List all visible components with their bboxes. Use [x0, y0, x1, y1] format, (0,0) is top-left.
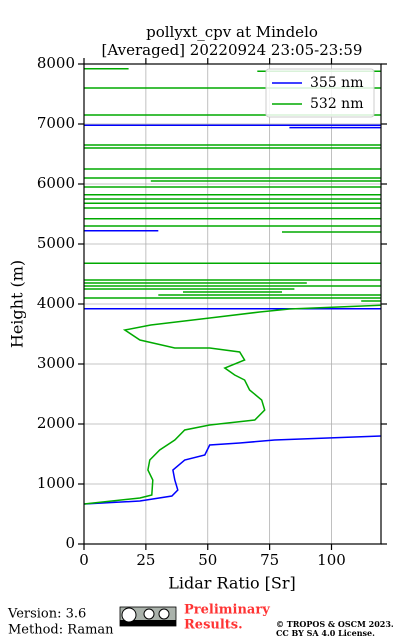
chart-subtitle: [Averaged] 20220924 23:05-23:59	[102, 41, 363, 59]
version: Version: 3.6	[7, 607, 86, 622]
y-tick-label: 2000	[37, 414, 75, 432]
method: Method: Raman	[8, 623, 114, 638]
copyright: © TROPOS & OSCM 2023.	[276, 619, 394, 629]
y-tick-label: 1000	[37, 474, 75, 492]
y-axis-label: Height (m)	[8, 260, 27, 348]
cc-badge	[119, 606, 177, 627]
y-tick-label: 8000	[37, 54, 75, 72]
x-tick-label: 25	[136, 551, 155, 569]
y-tick-label: 7000	[37, 114, 75, 132]
y-tick-label: 0	[65, 534, 75, 552]
y-tick-label: 3000	[37, 354, 75, 372]
legend: 355 nm 532 nm	[265, 68, 375, 118]
plot-frame	[83, 63, 382, 545]
x-tick-label: 75	[260, 551, 279, 569]
license: CC BY SA 4.0 License.	[276, 628, 375, 638]
profile-line	[83, 124, 382, 505]
profile-line	[83, 68, 382, 505]
x-axis-label: Lidar Ratio [Sr]	[168, 574, 296, 593]
legend-label: 532 nm	[310, 96, 363, 112]
preliminary: Preliminary	[184, 603, 270, 618]
legend-box	[265, 68, 375, 118]
chart-title: pollyxt_cpv at Mindelo	[146, 23, 318, 41]
y-tick-label: 4000	[37, 294, 75, 312]
y-tick-label: 6000	[37, 174, 75, 192]
y-tick-label: 5000	[37, 234, 75, 252]
legend-label: 355 nm	[310, 75, 363, 91]
x-tick-label: 0	[79, 551, 89, 569]
x-tick-label: 100	[317, 551, 346, 569]
preliminary: Results.	[184, 618, 243, 633]
x-tick-label: 50	[198, 551, 217, 569]
